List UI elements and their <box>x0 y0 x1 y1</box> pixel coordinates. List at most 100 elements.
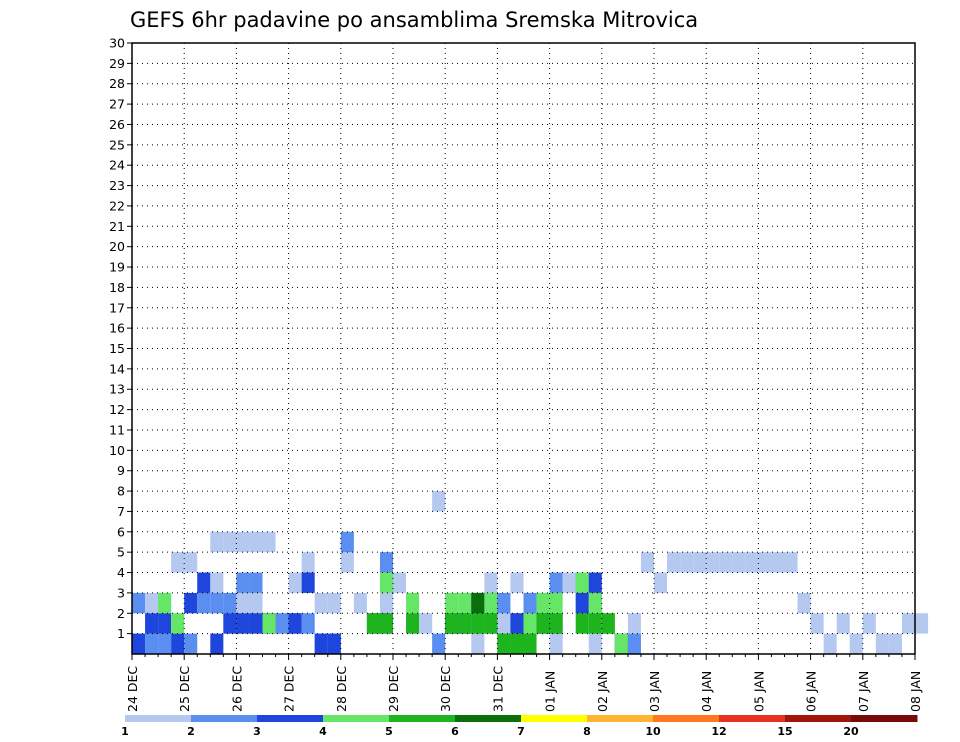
heatmap-cell <box>575 613 589 634</box>
heatmap-cell <box>693 552 707 573</box>
y-tick-label: 29 <box>109 56 125 71</box>
heatmap-cell <box>262 531 276 553</box>
y-tick-label: 3 <box>117 585 125 600</box>
y-tick-label: 21 <box>109 219 125 234</box>
legend-label: 12 <box>711 725 726 738</box>
heatmap-cell <box>706 552 720 573</box>
heatmap-cell <box>210 531 224 553</box>
x-tick-label: 08 JAN <box>908 671 923 712</box>
x-tick-label: 31 DEC <box>490 666 505 712</box>
heatmap-cell <box>340 531 354 553</box>
legend-label: 4 <box>319 725 327 738</box>
y-tick-label: 26 <box>109 117 125 132</box>
heatmap-cell <box>497 633 511 654</box>
heatmap-cell <box>471 633 485 654</box>
y-tick-label: 10 <box>109 443 125 458</box>
y-tick-label: 7 <box>117 504 125 519</box>
heatmap-cell <box>888 633 902 654</box>
heatmap-cell <box>915 613 929 634</box>
heatmap-cell <box>745 552 759 573</box>
heatmap-cell <box>184 552 198 573</box>
heatmap-cell <box>210 592 224 614</box>
heatmap-cells <box>132 491 929 654</box>
x-tick-label: 06 JAN <box>804 671 819 712</box>
legend-label: 10 <box>645 725 661 738</box>
heatmap-cell <box>184 592 198 614</box>
heatmap-cell <box>223 531 237 553</box>
heatmap-cell <box>249 572 263 593</box>
y-tick-label: 23 <box>109 178 125 193</box>
x-tick-label: 29 DEC <box>386 666 401 712</box>
heatmap-cell <box>340 552 354 573</box>
y-tick-label: 6 <box>117 524 125 539</box>
heatmap-cell <box>158 613 172 634</box>
heatmap-cell <box>184 633 198 654</box>
heatmap-cell <box>406 592 420 614</box>
heatmap-cell <box>510 572 524 593</box>
y-tick-label: 25 <box>109 137 125 152</box>
y-tick-label: 28 <box>109 76 125 91</box>
heatmap-cell <box>132 592 146 614</box>
heatmap-cell <box>549 633 563 654</box>
heatmap-cell <box>249 613 263 634</box>
heatmap-cell <box>562 572 576 593</box>
heatmap-cell <box>758 552 772 573</box>
legend-swatch <box>653 715 720 722</box>
y-tick-label: 15 <box>109 341 125 356</box>
heatmap-cell <box>719 552 733 573</box>
x-tick-label: 26 DEC <box>229 666 244 712</box>
heatmap-cell <box>484 572 498 593</box>
heatmap-cell <box>406 613 420 634</box>
heatmap-cell <box>862 613 876 634</box>
y-tick-label: 13 <box>109 382 125 397</box>
heatmap-cell <box>327 592 341 614</box>
legend-label: 5 <box>385 725 393 738</box>
heatmap-cell <box>575 592 589 614</box>
heatmap-cell <box>314 592 328 614</box>
y-tick-label: 5 <box>117 545 125 560</box>
heatmap-cell <box>379 592 393 614</box>
heatmap-cell <box>849 633 863 654</box>
heatmap-cell <box>536 613 550 634</box>
heatmap-cell <box>379 552 393 573</box>
heatmap-cell <box>588 633 602 654</box>
heatmap-cell <box>823 633 837 654</box>
heatmap-cell <box>588 572 602 593</box>
y-tick-label: 11 <box>109 422 125 437</box>
heatmap-cell <box>471 613 485 634</box>
y-tick-label: 27 <box>109 97 125 112</box>
heatmap-cell <box>536 592 550 614</box>
heatmap-cell <box>575 572 589 593</box>
heatmap-cell <box>197 572 211 593</box>
heatmap-cell <box>236 531 250 553</box>
x-tick-label: 02 JAN <box>595 671 610 712</box>
heatmap-cell <box>236 572 250 593</box>
heatmap-cell <box>301 613 315 634</box>
heatmap-cell <box>549 613 563 634</box>
y-tick-label: 17 <box>109 300 125 315</box>
y-tick-label: 12 <box>109 402 125 417</box>
heatmap-cell <box>145 633 159 654</box>
heatmap-cell <box>288 613 302 634</box>
x-tick-label: 27 DEC <box>282 666 297 712</box>
heatmap-cell <box>145 613 159 634</box>
heatmap-cell <box>497 592 511 614</box>
heatmap-cell <box>875 633 889 654</box>
heatmap-cell <box>523 592 537 614</box>
plot-frame <box>131 42 916 655</box>
heatmap-cell <box>223 613 237 634</box>
heatmap-cell <box>901 613 915 634</box>
heatmap-cell <box>601 613 615 634</box>
heatmap-cell <box>262 613 276 634</box>
heatmap-cell <box>732 552 746 573</box>
heatmap-cell <box>523 633 537 654</box>
heatmap-cell <box>484 592 498 614</box>
x-tick-label: 07 JAN <box>856 671 871 712</box>
heatmap-cell <box>458 592 472 614</box>
legend-label: 6 <box>451 725 459 738</box>
legend-swatch <box>851 715 918 722</box>
heatmap-cell <box>510 613 524 634</box>
heatmap-cell <box>236 592 250 614</box>
heatmap-cell <box>471 592 485 614</box>
